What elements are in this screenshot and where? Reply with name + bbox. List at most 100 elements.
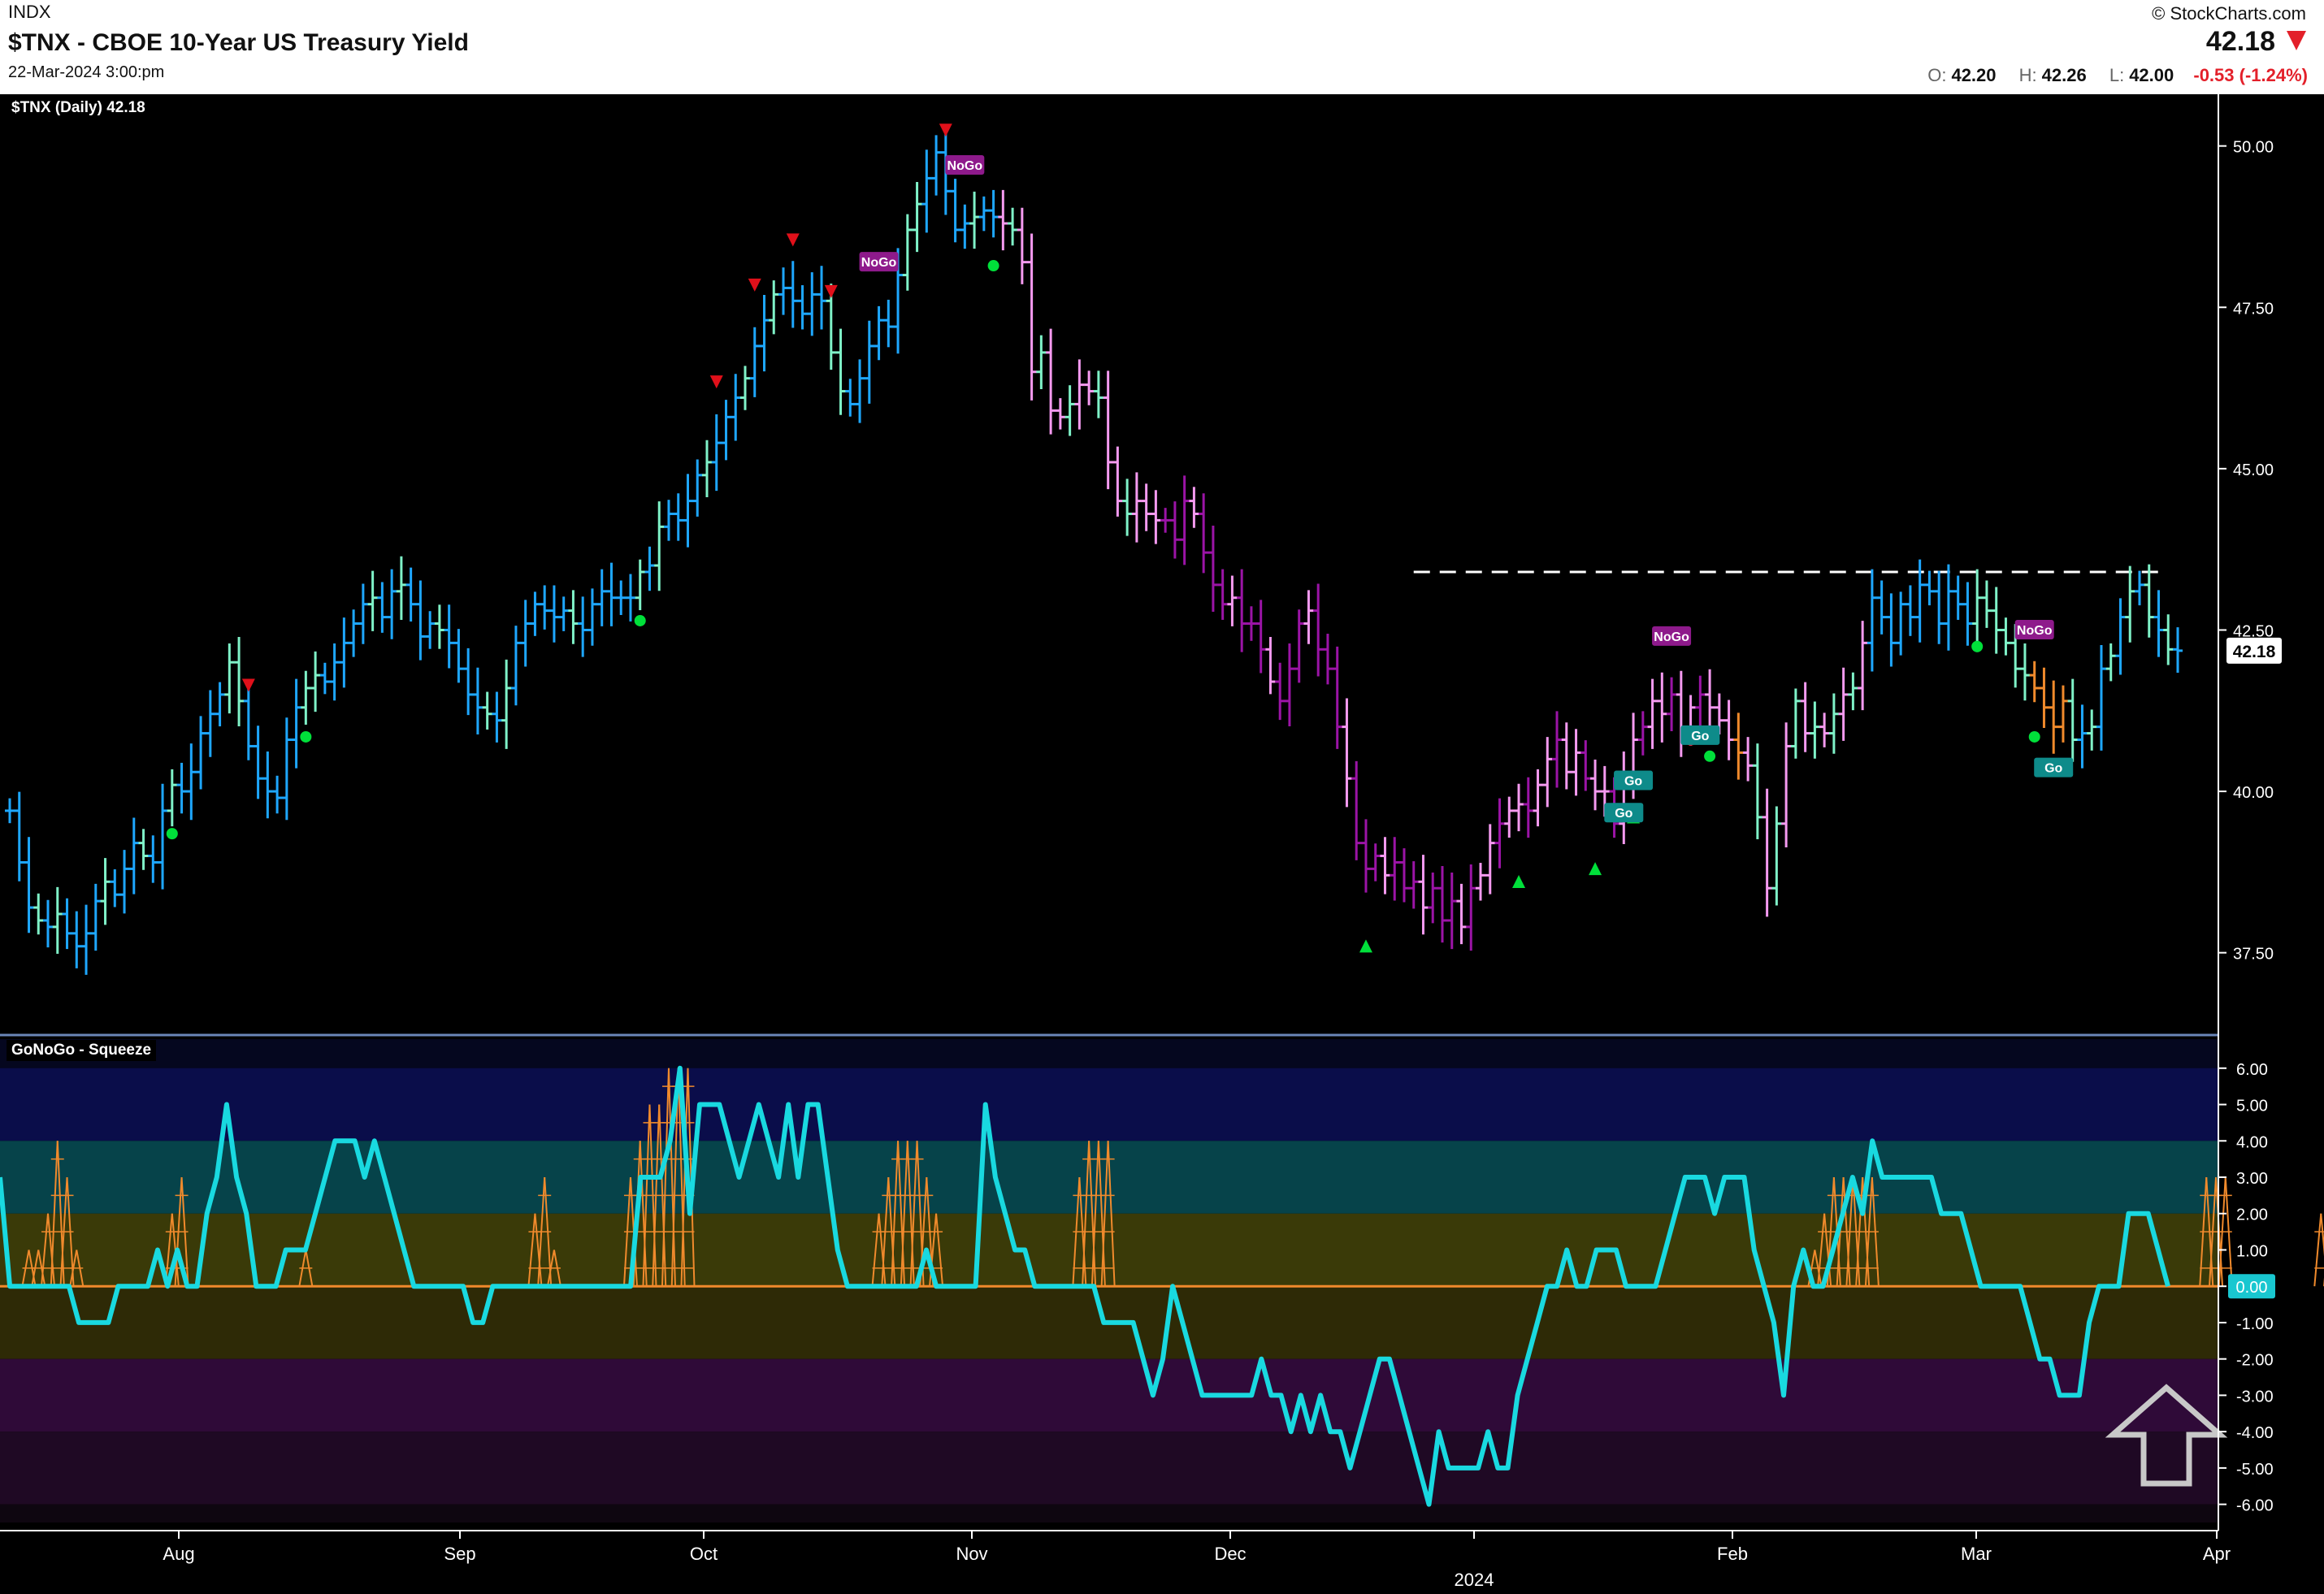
price-bar [2029,661,2040,703]
signal-box [1652,626,1692,646]
price-bar [482,691,492,730]
price-bar [1762,788,1772,917]
signal-text: Go [1615,807,1632,821]
price-bar [740,366,751,410]
price-bar [578,596,588,657]
price-bar [100,858,111,925]
price-bar [1208,525,1218,613]
price-bar [1026,233,1037,401]
oscillator-tick-label: 5.00 [2236,1098,2268,1115]
go-dot [166,828,178,840]
price-tick-label: 45.00 [2233,461,2274,479]
go-dot [1704,750,1716,762]
price-bar [902,214,913,291]
squeeze-rail [871,1213,880,1287]
oscillator-tick-label: -1.00 [2236,1315,2274,1333]
price-bar [167,769,177,827]
price-bar [1446,872,1457,950]
signal-text: Go [1691,730,1709,743]
price-bar [358,583,368,644]
change-value: -0.53 (-1.24%) [2193,65,2308,85]
oscillator-tick-label: -3.00 [2236,1388,2274,1406]
price-bar [1418,855,1429,935]
price-bar [205,690,215,757]
price-bar [90,883,101,951]
x-tick-label: Mar [1961,1544,1992,1564]
oscillator-band [0,1358,2218,1432]
x-tick-label: Dec [1214,1544,1246,1564]
squeeze-rail [1088,1141,1097,1287]
price-bar [912,181,922,253]
price-bar [1580,740,1591,791]
price-bar [1810,701,1820,759]
go-dot [634,614,646,626]
price-bar [711,414,722,492]
oscillator-tick-label: 2.00 [2236,1206,2268,1224]
x-tick-label: Apr [2203,1544,2231,1564]
price-bar [558,596,569,631]
price-bar [1781,722,1792,847]
price-bar [186,743,197,821]
price-bar [2019,643,2030,701]
price-bar [721,400,731,461]
down-triangle-icon [786,233,800,247]
price-bar [1008,207,1018,246]
price-bar [1752,743,1763,840]
price-bar [874,305,884,361]
signal-box [1680,725,1720,745]
price-bar [405,567,416,622]
chart-title: $TNX - CBOE 10-Year US Treasury Yield [8,29,469,56]
brand-logo[interactable]: © StockCharts.com [2152,3,2306,24]
price-bar [673,493,683,541]
price-bar [701,440,712,498]
signal-box [1614,770,1654,791]
squeeze-rail [935,1213,944,1287]
price-bar [492,691,502,743]
price-bar [1055,398,1065,430]
price-bar [1667,677,1677,731]
chart-header: INDX $TNX - CBOE 10-Year US Treasury Yie… [0,0,2324,94]
price-bar [387,569,397,639]
price-bar [1093,370,1103,418]
price-bar [1533,769,1543,827]
price-bar [1408,861,1419,909]
down-triangle-icon [748,278,761,292]
go-dot [2028,730,2040,743]
chart-canvas[interactable]: NoGo NoGo NoGo Go Go Go NoGo Go 50.00 47.50 45.00… [0,94,2324,1594]
price-bar [635,559,645,611]
price-bar [1199,493,1209,574]
price-bar [1790,688,1801,759]
price-bar [787,261,798,328]
price-bar [960,204,970,249]
price-bar [215,682,225,727]
price-bar [2153,590,2164,657]
signal-text: NoGo [861,256,897,270]
down-triangle-icon [939,123,952,137]
price-bar [1723,700,1734,760]
price-bar [616,580,627,615]
price-bar [81,904,92,975]
price-bar [377,582,388,633]
price-bar [234,637,245,727]
price-bar [176,762,187,814]
price-bar [339,617,349,688]
oscillator-tick-label: 4.00 [2236,1133,2268,1151]
price-bar [845,379,856,417]
price-bar [1886,593,1897,667]
price-bar [444,604,454,669]
price-bar [2049,680,2059,754]
nogo-signal-label: NoGo [2014,619,2054,639]
oscillator-tick-label: 6.00 [2236,1061,2268,1079]
oscillator-tick-label: -6.00 [2236,1497,2274,1515]
price-bar [1255,600,1266,674]
x-tick-label: Nov [956,1544,987,1564]
last-price: 42.18 [2205,26,2275,57]
price-bar [138,829,149,870]
price-bar [1332,646,1342,749]
price-bar [1370,843,1381,881]
oscillator-tick-label: -2.00 [2236,1352,2274,1370]
price-bar [1972,569,1983,652]
oscillator-band [0,1432,2218,1505]
price-tick-label: 40.00 [2233,784,2274,802]
price-bar [1246,606,1256,641]
